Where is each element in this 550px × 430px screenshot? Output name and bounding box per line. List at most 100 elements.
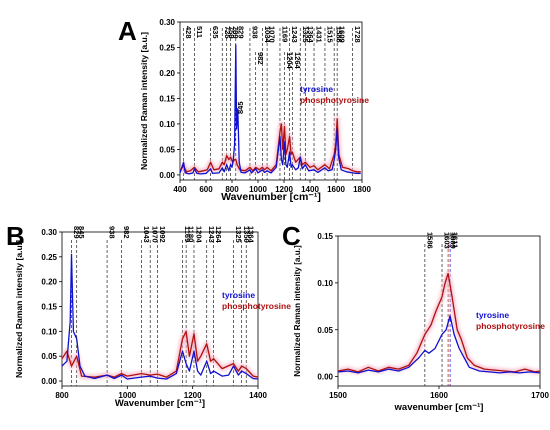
panel-a-y-tick-label: 0.25 (159, 43, 175, 52)
panel-a-chart: A 42851163572575978982993810341070116912… (118, 16, 371, 203)
panel-b-peak-label: 1325 (234, 226, 243, 243)
panel-a-y-tick-label: 0.15 (159, 94, 175, 103)
panel-b-y-tick-label: 0.20 (41, 278, 57, 287)
panel-b-y-tick-label: 0.30 (41, 228, 57, 237)
panel-c-plot-frame (337, 235, 541, 387)
panel-a-x-tick-label: 1200 (275, 185, 293, 194)
panel-b-x-tick-label: 1200 (184, 391, 202, 400)
panel-a-y-tick-label: 0.05 (159, 145, 175, 154)
panel-b-peak-label: 1092 (158, 226, 167, 243)
panel-a-x-tick-label: 800 (225, 185, 239, 194)
panel-a-peak-label: 1609 (338, 26, 347, 43)
panel-a-peak-label: 1264 (293, 52, 302, 70)
panel-c-y-tick-label: 0.10 (317, 279, 333, 288)
panel-a-annotation-845: 845 (236, 101, 245, 114)
panel-c-legend-item: tyrosine (476, 310, 509, 320)
panel-a-y-tick-label: 0.30 (159, 18, 175, 27)
panel-b-letter: B (6, 221, 25, 251)
panel-a-peak-label: 829 (236, 26, 245, 39)
panel-b-peak-label: 1070 (151, 226, 160, 243)
panel-a-peak-label: 1243 (290, 26, 299, 43)
panel-a-legend-item: tyrosine (300, 84, 333, 94)
panel-a-peak-label: 1586 (335, 26, 344, 43)
panel-a-peak-label: 759 (227, 26, 236, 39)
panel-b-series-line-tyrosine (62, 253, 258, 380)
panel-c-legend-item: phosphotyrosine (476, 321, 545, 331)
panel-a-peak-label: 1431 (315, 26, 324, 43)
panel-a-peak-label: 938 (250, 26, 259, 39)
panel-a-peak-label: 1364 (306, 26, 315, 44)
panel-a-peak-label: 982 (256, 52, 265, 65)
panel-a-y-tick-label: 0.20 (159, 69, 175, 78)
panel-a-peak-label: 511 (195, 26, 204, 38)
panel-a-y-tick-label: 0.00 (159, 171, 175, 180)
panel-b-peak-label: 938 (108, 226, 117, 239)
panel-b-x-tick-label: 1000 (118, 391, 136, 400)
panel-a-peak-label: 1515 (325, 26, 334, 43)
panel-c-series-line-phosphotyrosine (338, 272, 540, 373)
panel-c-peak-label: 1611 (451, 232, 460, 248)
panel-c-x-tick-label: 1500 (329, 391, 347, 400)
panel-b-x-axis-label: Wavenumber [cm⁻¹] (115, 398, 205, 409)
panel-a-x-tick-label: 1800 (353, 185, 371, 194)
panel-b-series-line-phosphotyrosine (62, 330, 258, 378)
panel-a-x-tick-label: 600 (199, 185, 213, 194)
panel-a-y-axis-label: Normalized Raman intensity [a.u.] (139, 32, 149, 170)
panel-b-peak-label: 1180 (187, 226, 196, 242)
panel-b-series-glow (62, 328, 258, 380)
panel-b-peak-label: 829 (72, 226, 81, 239)
panel-a-peak-label: 1169 (280, 26, 289, 42)
panel-b-y-tick-label: 0.15 (41, 303, 57, 312)
panel-a-x-tick-label: 1600 (327, 185, 345, 194)
panel-a-x-axis-label: Wavenumber [cm⁻¹] (221, 191, 321, 203)
panel-a-peak-label: 428 (184, 26, 193, 39)
panel-a-peak-label: 635 (211, 26, 220, 39)
panel-a-peak-label: 1204 (285, 52, 294, 70)
panel-c-x-axis-label: wavenumber [cm⁻¹] (394, 402, 484, 413)
panel-a-y-tick-label: 0.10 (159, 120, 175, 129)
panel-c-series-line-tyrosine (338, 315, 540, 374)
panel-a-x-tick-label: 1400 (301, 185, 319, 194)
panel-b-legend-item: tyrosine (222, 290, 255, 300)
panel-a-legend-item: phosphotyrosine (300, 95, 369, 105)
panel-c-letter: C (282, 221, 301, 251)
panel-b-y-axis-label: Normalized Raman intensity [a.u.] (14, 240, 24, 378)
panel-a-peak-label: 725 (223, 26, 232, 39)
panel-b-peak-label: 982 (122, 226, 131, 239)
panel-c-y-tick-label: 0.15 (317, 232, 333, 241)
panel-a-x-tick-label: 1000 (249, 185, 267, 194)
panel-b-legend-item: phosphotyrosine (222, 301, 291, 311)
panel-a-peak-label: 1070 (268, 26, 277, 43)
panel-b-y-tick-label: 0.00 (41, 377, 57, 386)
panel-b-peak-label: 1204 (194, 226, 203, 244)
panel-c-y-tick-label: 0.05 (317, 326, 333, 335)
panel-a-letter: A (118, 16, 137, 46)
panel-b-peak-label: 1264 (214, 226, 223, 244)
panel-b-plot-frame (61, 231, 259, 387)
panel-b-peak-label: 1350 (242, 226, 251, 243)
panel-c-y-axis-label: Normalized Raman intensity [a.u.] (293, 245, 302, 377)
panel-c-peak-label: 1609 (449, 232, 458, 249)
panel-b-y-tick-label: 0.05 (41, 352, 57, 361)
panel-b-y-tick-label: 0.10 (41, 327, 57, 336)
panel-b-peak-label: 845 (77, 226, 86, 239)
panel-a-x-tick-label: 400 (173, 185, 187, 194)
panel-a-series-line-phosphotyrosine (180, 118, 361, 173)
panel-c-x-tick-label: 1700 (531, 391, 549, 400)
panel-b-peak-label: 1043 (142, 226, 151, 243)
panel-c-peak-label: 1586 (425, 232, 434, 249)
panel-a-plot-frame (179, 21, 363, 181)
panel-c-y-tick-label: 0.00 (317, 373, 333, 382)
panel-a-peak-label: 1728 (353, 26, 362, 43)
panel-c-peak-label: 1603 (443, 232, 452, 249)
panel-a-series-line-tyrosine (180, 44, 361, 175)
panel-b-x-tick-label: 1400 (249, 391, 267, 400)
panel-c-x-tick-label: 1600 (430, 391, 448, 400)
panel-b-y-tick-label: 0.25 (41, 253, 57, 262)
panel-b-peak-label: 1364 (247, 226, 256, 244)
panel-b-peak-label: 1169 (183, 226, 192, 242)
panel-b-peak-label: 1243 (207, 226, 216, 243)
